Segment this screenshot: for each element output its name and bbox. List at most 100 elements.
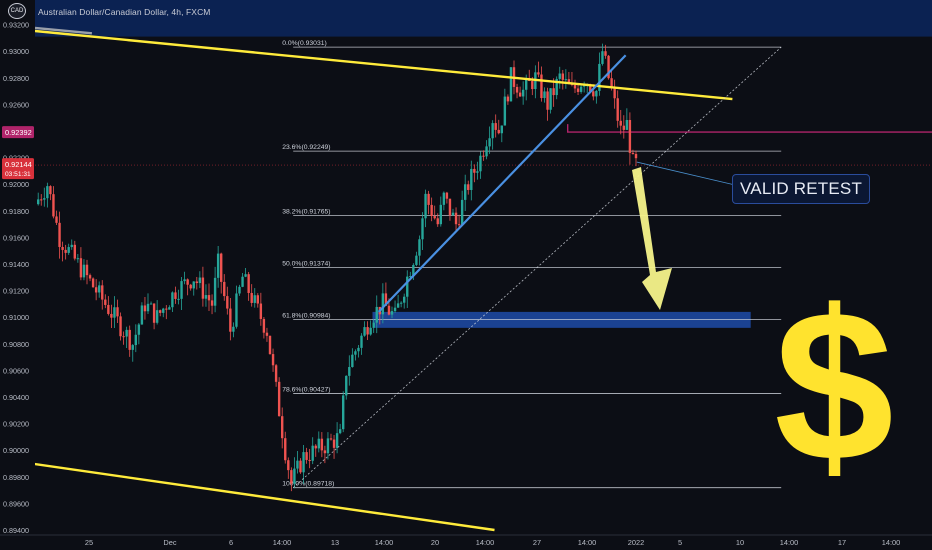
candle-body [348,367,351,376]
candle-body [146,303,150,312]
candle-body [107,304,110,314]
candle-body [76,258,80,260]
candle-body [284,438,287,461]
x-tick-label: 20 [431,538,439,547]
x-tick-label: 25 [85,538,93,547]
candle-body [598,63,601,91]
candle-body [128,329,131,350]
candle-body [415,255,418,265]
candle-body [457,224,461,226]
candle-body [491,123,494,139]
candle-body [265,332,269,336]
candle-body [628,119,632,153]
candle-body [363,327,366,336]
candle-body [104,299,107,305]
candle-body [485,146,488,157]
y-tick-label: 0.89400 [3,526,29,535]
x-tick-label: 14:00 [578,538,597,547]
x-tick-label: 14:00 [882,538,901,547]
candle-body [332,439,336,448]
candle-body [625,119,629,130]
candle-body [488,138,491,147]
candle-body [494,123,497,130]
candle-body [531,80,534,90]
candle-body [177,298,180,300]
x-tick-label: 6 [229,538,233,547]
symbol-title[interactable]: Australian Dollar/Canadian Dollar, 4h, F… [38,7,211,17]
candle-body [143,305,147,312]
candle-body [216,253,220,278]
candle-body [134,334,137,346]
valid-retest-callout: VALID RETEST [732,174,871,204]
candle-body [73,244,76,259]
y-tick-label: 0.92600 [3,100,29,109]
candle-body [67,247,70,253]
candle-body [381,293,385,315]
candle-body [314,445,317,449]
upper-yellow-trendline [35,29,733,101]
candle-body [61,246,64,250]
candle-body [613,88,616,99]
candle-body [226,296,229,309]
current-price-badge [2,158,34,180]
fib-level-label: 0.0%(0.93031) [282,40,327,47]
candle-body [345,375,348,396]
y-tick-label: 0.91600 [3,233,29,242]
candle-body [592,91,595,97]
candle-body [500,125,503,134]
candle-body [409,276,412,278]
candle-body [439,204,442,225]
candle-body [412,264,415,277]
candle-body [521,89,525,97]
upper-trendline-fade [35,26,93,35]
candle-body [335,433,339,448]
candle-body [549,88,552,110]
candle-body [540,74,543,99]
candle-body [308,459,311,461]
x-tick-label: 5 [678,538,682,547]
candle-body [235,293,238,327]
candle-body [174,292,177,299]
candle-body [464,184,467,200]
candle-body [168,307,171,310]
candle-body [293,468,296,484]
candle-body [116,307,119,317]
candle-body [518,92,522,97]
x-tick-label: 14:00 [476,538,495,547]
y-tick-label: 0.91200 [3,287,29,296]
candle-body [281,416,284,439]
candle-body [342,395,345,430]
x-axis: 25 Dec 6 14:00 13 14:00 20 14:00 27 14:00 2022 5 10 1… [0,534,932,547]
candle-body [259,303,263,319]
candle-body [302,452,305,473]
candle-body [357,347,360,352]
candle-body [52,194,55,217]
candle-body [399,302,403,304]
x-tick-label: 14:00 [375,538,394,547]
candle-body [189,284,192,289]
fib-level-label: 23.6%(0.92249) [282,144,330,151]
candle-body [589,84,592,92]
candle-body [320,438,324,451]
candle-body [290,470,293,484]
candle-body [277,381,281,417]
candle-body [140,305,144,325]
candle-body [223,281,226,297]
candle-body [482,155,485,157]
candle-body [595,90,598,97]
candle-body [537,72,540,75]
candle-body [296,460,299,469]
candle-body [396,303,400,308]
candle-body [247,274,250,293]
candle-body [88,275,92,279]
y-tick-label: 0.89600 [3,499,29,508]
candle-body [43,198,46,200]
candle-body [305,452,308,460]
candle-body [561,73,564,80]
candle-body [213,277,217,306]
candle-body [253,295,256,303]
resistance-zone [35,0,932,37]
currency-badge[interactable]: CAD [8,3,26,19]
